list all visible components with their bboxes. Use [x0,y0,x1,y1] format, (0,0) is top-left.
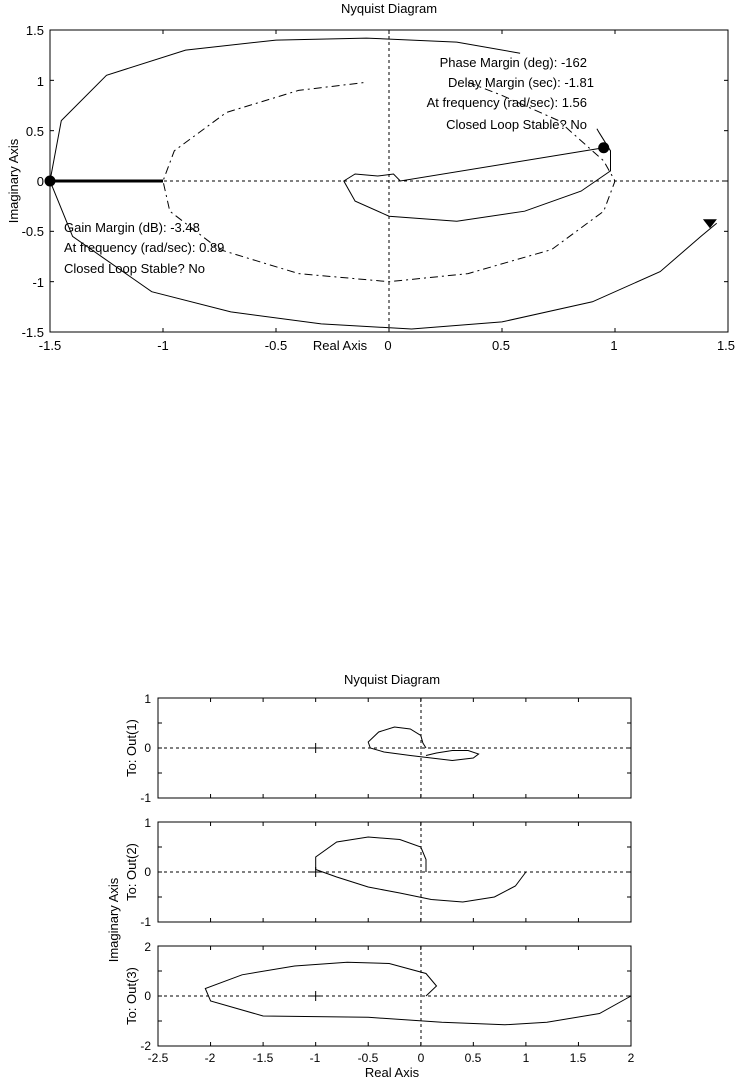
plot1-xtick-label: -1.5 [39,338,61,353]
plot1-ytick-label: 1 [37,74,44,89]
subplot1-ylabel: To: Out(1) [124,719,139,777]
plot2-xtick-label: 0.5 [465,1051,482,1065]
plot1-ytick-label: -1.5 [22,325,44,340]
subplot2-series-line-1 [315,836,527,903]
plot2-ticks [157,697,632,1047]
plot1-xtick-label: 1.5 [717,338,735,353]
subplot3-ylabel: To: Out(3) [124,967,139,1025]
plot2-series [204,726,632,1026]
gain-frequency-label: At frequency (rad/sec): 0.89 [64,240,224,255]
plot2-xtick-label: -1.5 [253,1051,274,1065]
plot2-title: Nyquist Diagram [344,672,440,687]
subplot1-series-line-1 [367,726,480,762]
plot1-marker-2 [598,142,610,154]
plot1-direction-arrow [702,219,717,229]
subplot2-ylabel: To: Out(2) [124,843,139,901]
gain-margin-label: Gain Margin (dB): -3.48 [64,220,200,235]
plot2-xtick-label: -0.5 [358,1051,379,1065]
plot2-xtick-label: 0 [418,1051,425,1065]
subplot1-ytick-label: 1 [144,692,151,706]
delay-margin-label: Delay Margin (sec): -1.81 [448,75,594,90]
plot1-series [44,37,718,330]
plot1-series-line-3 [162,81,616,283]
subplot3-ytick-label: 2 [144,940,151,954]
plot1-xtick-label: -0.5 [265,338,287,353]
subplot3-ytick-label: 0 [144,989,151,1003]
phase-frequency-label: At frequency (rad/sec): 1.56 [427,95,587,110]
plot1-xtick-label: 0.5 [492,338,510,353]
plot2-ylabel: Imaginary Axis [106,877,121,962]
plot1-ytick-label: 0 [37,174,44,189]
plot2-xtick-label: 1.5 [570,1051,587,1065]
plot1-xlabel: Real Axis [313,338,368,353]
plot2-xtick-label: -1 [310,1051,321,1065]
subplot3-series-line-1 [204,961,632,1026]
phase-stable-label: Closed Loop Stable? No [446,117,587,132]
subplot3-ytick-label: -2 [140,1039,151,1053]
plot1-ytick-label: -0.5 [22,224,44,239]
plot2-xtick-label: 2 [628,1051,635,1065]
plot1-marker-1 [44,175,56,187]
plot1-title: Nyquist Diagram [341,1,437,16]
subplot2-ytick-label: 0 [144,865,151,879]
plot2-xtick-label: -2.5 [148,1051,169,1065]
phase-margin-label: Phase Margin (deg): -162 [440,55,587,70]
nyquist-plot-1: Nyquist Diagram -1.5 -1 -0.5 0 0.5 1 1.5… [6,1,735,353]
plot1-ytick-label: 1.5 [26,23,44,38]
nyquist-plot-2: Nyquist Diagram 1 0 -1 To: Out(1) 1 0 -1… [106,672,635,1080]
plot1-ytick-label: -1 [32,275,44,290]
gain-stable-label: Closed Loop Stable? No [64,261,205,276]
subplot2-ytick-label: -1 [140,915,151,929]
plot2-xtick-label: -2 [205,1051,216,1065]
plot1-xtick-label: 1 [610,338,617,353]
plot2-xlabel: Real Axis [365,1065,420,1080]
plot1-ytick-label: 0.5 [26,124,44,139]
subplot2-ytick-label: 1 [144,816,151,830]
plot1-series-line-2 [49,37,718,330]
plot1-ylabel: Imaginary Axis [6,138,21,223]
plot1-series-line-1 [343,128,611,222]
plot2-xtick-label: 1 [523,1051,530,1065]
subplot1-ytick-label: -1 [140,791,151,805]
plot1-xtick-label: 0 [384,338,391,353]
subplot1-ytick-label: 0 [144,741,151,755]
plot1-xtick-label: -1 [157,338,169,353]
